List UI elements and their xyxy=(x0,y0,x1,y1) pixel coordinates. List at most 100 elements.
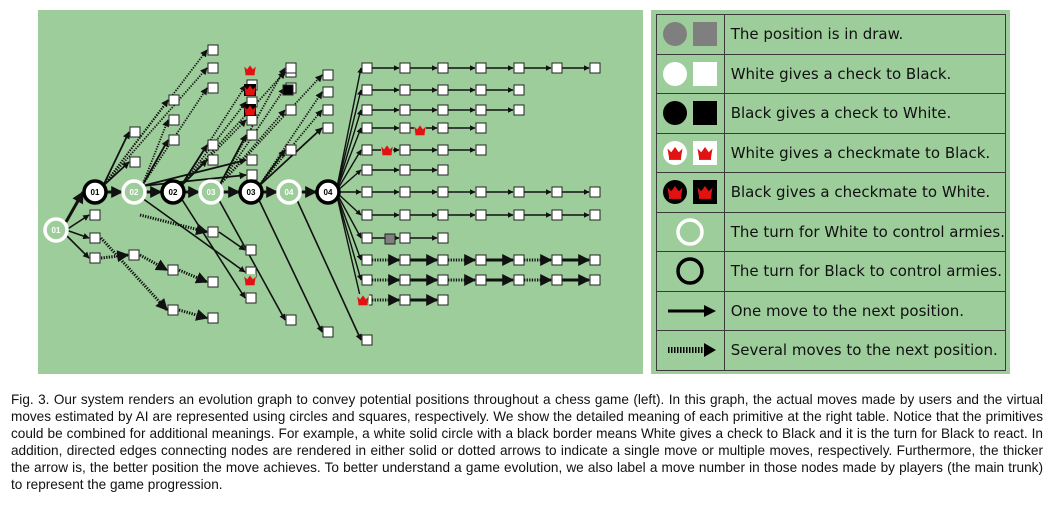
position-square xyxy=(384,233,396,245)
position-square xyxy=(361,164,373,176)
black-turn-node xyxy=(82,179,108,205)
dotted-arrow xyxy=(139,253,169,272)
position-square xyxy=(437,144,449,156)
position-square xyxy=(361,254,373,266)
solid-arrow xyxy=(335,191,362,239)
dotted-arrow xyxy=(218,74,323,187)
legend-text: The position is in draw. xyxy=(723,14,1007,55)
black-turn-node xyxy=(315,179,341,205)
solid-arrow xyxy=(335,191,363,301)
dotted-arrow xyxy=(178,268,209,284)
dotted-arrow xyxy=(218,67,286,187)
dotted-arrow xyxy=(258,91,323,187)
black-circle-square-icon xyxy=(656,93,725,134)
black-turn-node xyxy=(160,179,186,205)
position-square xyxy=(475,274,487,286)
position-square xyxy=(551,62,563,74)
position-square xyxy=(361,144,373,156)
position-square xyxy=(207,226,219,238)
dotted-arrow-icon xyxy=(656,330,725,371)
solid-arrow xyxy=(335,191,362,216)
position-square xyxy=(513,104,525,116)
position-square xyxy=(551,254,563,266)
position-square xyxy=(168,114,180,126)
position-square xyxy=(475,209,487,221)
position-square xyxy=(475,122,487,134)
position-square xyxy=(589,186,601,198)
position-square xyxy=(513,186,525,198)
legend-row-white-check: White gives a check to Black. xyxy=(656,53,1007,94)
position-square xyxy=(399,274,411,286)
position-square xyxy=(399,294,411,306)
position-square xyxy=(89,232,101,244)
legend-row-several-moves: Several moves to the next position. xyxy=(656,330,1007,371)
red-crown-white-icon xyxy=(656,132,725,173)
position-square xyxy=(128,249,140,261)
solid-arrow xyxy=(335,67,363,193)
legend-row-black-turn: The turn for Black to control armies. xyxy=(656,251,1007,292)
position-square xyxy=(551,186,563,198)
legend-row-black-check: Black gives a check to White. xyxy=(656,93,1007,134)
position-square xyxy=(129,126,141,138)
position-square xyxy=(399,62,411,74)
solid-arrow xyxy=(335,191,363,281)
graph-edges xyxy=(64,49,591,341)
solid-arrow xyxy=(141,172,247,187)
position-square xyxy=(246,114,258,126)
position-square xyxy=(322,122,334,134)
solid-arrow xyxy=(102,131,130,187)
position-square xyxy=(437,164,449,176)
legend-row-white-turn: The turn for White to control armies. xyxy=(656,211,1007,252)
white-turn-node xyxy=(121,179,147,205)
evolution-graph: 01 01 02 02 03 03 04 04 xyxy=(43,44,601,346)
white-turn-ring-icon xyxy=(656,211,725,252)
position-square xyxy=(167,264,179,276)
graph-nodes: 01 01 02 02 03 03 04 04 xyxy=(43,44,601,346)
legend-panel: The position is in draw. White gives a c… xyxy=(651,10,1010,374)
position-square xyxy=(207,154,219,166)
legend-text: The turn for Black to control armies. xyxy=(723,251,1007,292)
position-square xyxy=(168,94,180,106)
position-square xyxy=(437,274,449,286)
position-square xyxy=(437,294,449,306)
position-square xyxy=(361,122,373,134)
position-square xyxy=(207,62,219,74)
position-square xyxy=(437,84,449,96)
solid-arrow xyxy=(335,191,362,261)
position-square xyxy=(361,62,373,74)
position-square xyxy=(285,104,297,116)
solid-arrow xyxy=(65,229,90,240)
dotted-arrow xyxy=(102,67,208,187)
legend-text: White gives a check to Black. xyxy=(723,53,1007,94)
move-number-label: 03 xyxy=(207,188,216,197)
position-square xyxy=(246,129,258,141)
position-square xyxy=(589,209,601,221)
position-square xyxy=(475,144,487,156)
position-square xyxy=(437,209,449,221)
move-number-label: 01 xyxy=(91,188,100,197)
position-square xyxy=(475,104,487,116)
red-crown-black-icon xyxy=(656,172,725,213)
dotted-arrow xyxy=(258,109,323,187)
position-square xyxy=(399,232,411,244)
dotted-arrow xyxy=(100,250,130,263)
solid-arrow xyxy=(258,149,286,187)
position-square xyxy=(361,274,373,286)
solid-arrow xyxy=(258,199,323,333)
evolution-graph-panel: 01 01 02 02 03 03 04 04 xyxy=(38,10,643,374)
position-square xyxy=(399,209,411,221)
solid-arrow xyxy=(141,197,246,273)
legend-row-white-checkmate: White gives a checkmate to Black. xyxy=(656,132,1007,173)
position-square xyxy=(322,86,334,98)
solid-arrow xyxy=(64,190,85,223)
position-square xyxy=(207,139,219,151)
gray-circle-square-icon xyxy=(656,14,725,55)
solid-arrow-icon xyxy=(656,290,725,331)
white-turn-node xyxy=(43,217,69,243)
position-square xyxy=(475,186,487,198)
position-square xyxy=(167,304,179,316)
legend-text: The turn for White to control armies. xyxy=(723,211,1007,252)
figure-caption: Fig. 3. Our system renders an evolution … xyxy=(11,392,1043,492)
position-square xyxy=(437,186,449,198)
legend-text: One move to the next position. xyxy=(723,290,1007,331)
